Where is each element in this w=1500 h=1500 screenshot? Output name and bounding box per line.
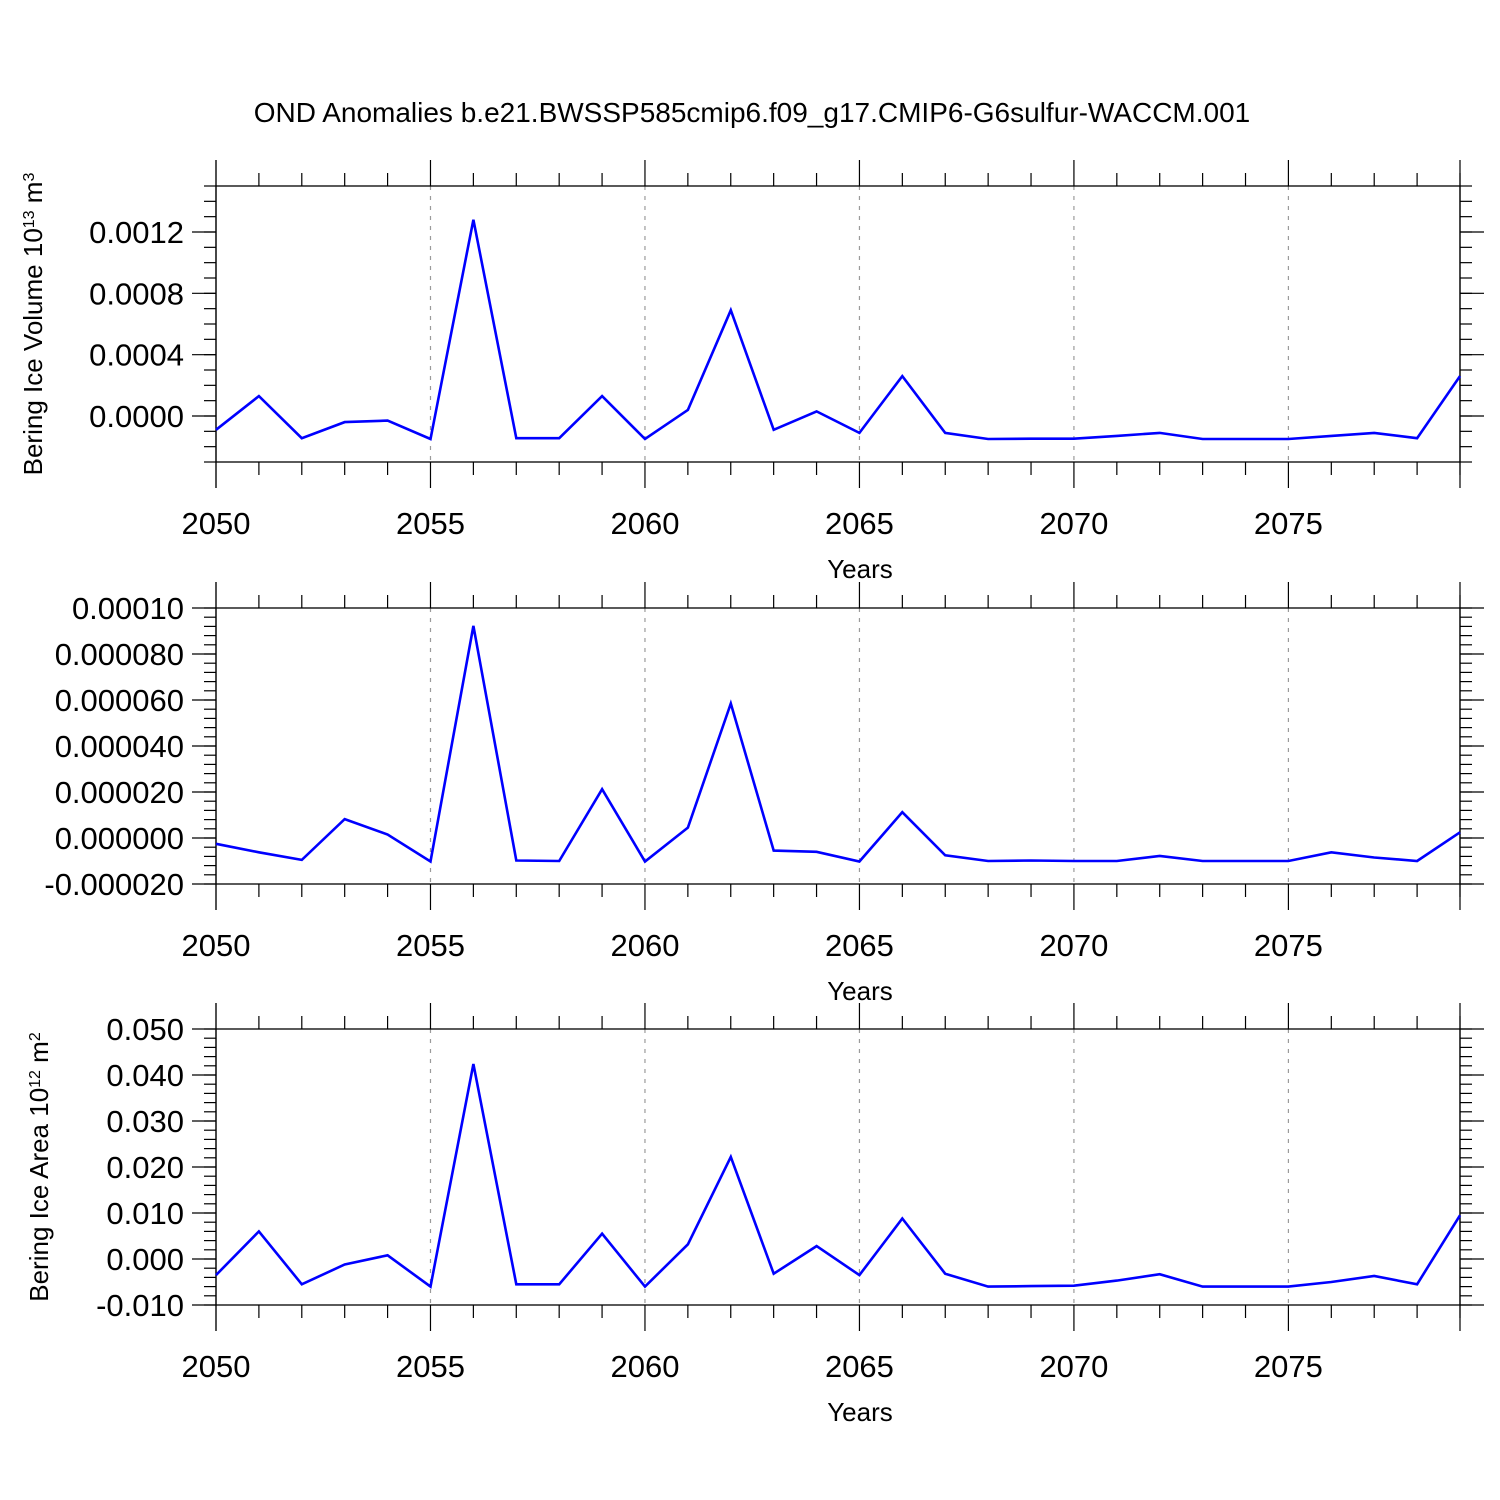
x-tick-label: 2055 <box>396 1349 465 1384</box>
y-tick-label: 0.0004 <box>89 338 184 373</box>
x-tick-label: 2060 <box>610 928 679 963</box>
y-tick-label: -0.000020 <box>44 867 184 902</box>
y-axis-title-text: m <box>18 182 48 211</box>
chart-panel-3: 2050 2055 2060 2065 2070 2075 Years 0.050 0.040 0… <box>24 1003 1484 1427</box>
x-tick-label: 2075 <box>1254 1349 1323 1384</box>
y-tick-label: 0.040 <box>106 1058 184 1093</box>
x-tick-label: 2060 <box>610 506 679 541</box>
y-tick-label: 0.00010 <box>72 591 184 626</box>
x-tick-label: 2055 <box>396 506 465 541</box>
x-tick-label: 2065 <box>825 928 894 963</box>
y-tick-label: 0.020 <box>106 1150 184 1185</box>
y-tick-label: -0.010 <box>96 1288 184 1323</box>
x-tick-label: 2050 <box>182 1349 251 1384</box>
x-tick-label: 2055 <box>396 928 465 963</box>
y-tick-label: 0.000020 <box>55 775 184 810</box>
y-axis-title-superscript: 12 <box>27 1070 44 1088</box>
chart-panel-1: 2050 2055 2060 2065 2070 2075 Years 0.0012 0.000… <box>18 160 1484 584</box>
y-tick-label: 0.000000 <box>55 821 184 856</box>
x-tick-label: 2070 <box>1039 928 1108 963</box>
series-line <box>215 625 1461 864</box>
x-axis-title: Years <box>827 976 893 1006</box>
y-tick-label: 0.030 <box>106 1104 184 1139</box>
y-tick-label: 0.000080 <box>55 637 184 672</box>
x-tick-label: 2075 <box>1254 506 1323 541</box>
x-tick-label: 2060 <box>610 1349 679 1384</box>
y-axis-title-text: m <box>24 1041 54 1070</box>
x-axis-title: Years <box>827 1397 893 1427</box>
y-tick-label: 0.000040 <box>55 729 184 764</box>
x-axis-title: Years <box>827 554 893 584</box>
series-line <box>215 1063 1462 1289</box>
y-axis-title: Bering Ice Area 1012 m2 <box>24 1032 54 1302</box>
figure-title: OND Anomalies b.e21.BWSSP585cmip6.f09_g1… <box>254 97 1251 128</box>
y-tick-label: 0.0012 <box>89 215 184 250</box>
x-tick-label: 2065 <box>825 1349 894 1384</box>
y-tick-label: 0.0008 <box>89 276 184 311</box>
x-tick-label: 2065 <box>825 506 894 541</box>
x-tick-label: 2050 <box>182 506 251 541</box>
x-tick-label: 2070 <box>1039 506 1108 541</box>
chart-panel-2: 2050 2055 2060 2065 2070 2075 Years 0.00010 0.00… <box>44 582 1484 1006</box>
y-tick-label: 0.000060 <box>55 683 184 718</box>
y-tick-label: 0.000 <box>106 1242 184 1277</box>
y-axis-title-superscript: 13 <box>21 210 38 228</box>
x-tick-label: 2070 <box>1039 1349 1108 1384</box>
y-tick-label: 0.050 <box>106 1012 184 1047</box>
x-tick-label: 2075 <box>1254 928 1323 963</box>
x-tick-label: 2050 <box>182 928 251 963</box>
y-tick-label: 0.0000 <box>89 399 184 434</box>
y-tick-label: 0.010 <box>106 1196 184 1231</box>
y-axis-title: Bering Ice Volume 1013 m3 <box>18 173 48 476</box>
y-axis-title-superscript: 2 <box>27 1032 44 1041</box>
series-line <box>215 219 1462 441</box>
y-axis-title-text: Bering Ice Volume 10 <box>18 228 48 475</box>
y-axis-title-superscript: 3 <box>21 173 38 182</box>
y-axis-title-text: Bering Ice Area 10 <box>24 1088 54 1302</box>
